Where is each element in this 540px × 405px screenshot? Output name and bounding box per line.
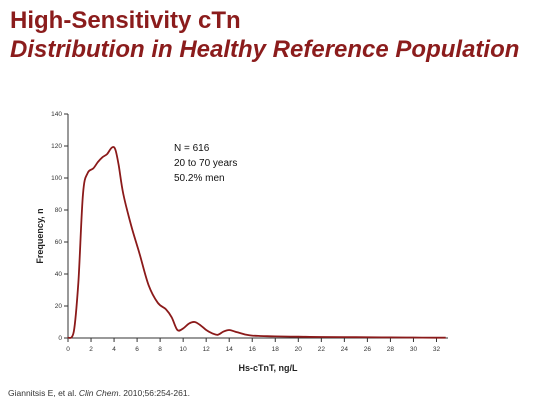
title-line-1: High-Sensitivity cTn <box>10 7 241 34</box>
annotation-text: N = 616 <box>174 143 210 154</box>
slide-title: High-Sensitivity cTn Distribution in Hea… <box>10 6 530 64</box>
y-tick-label: 120 <box>51 143 62 150</box>
citation: Giannitsis E, et al. Clin Chem. 2010;56:… <box>8 388 190 398</box>
x-tick-label: 20 <box>295 346 303 353</box>
citation-journal: Clin Chem <box>78 388 119 398</box>
x-tick-label: 24 <box>341 346 349 353</box>
x-axis-label: Hs-cTnT, ng/L <box>239 363 298 373</box>
x-tick-label: 4 <box>112 346 116 353</box>
x-tick-label: 30 <box>410 346 418 353</box>
citation-rest: . 2010;56:254-261. <box>118 388 190 398</box>
y-tick-label: 20 <box>55 303 63 310</box>
x-tick-label: 8 <box>158 346 162 353</box>
x-tick-label: 6 <box>135 346 139 353</box>
x-tick-label: 32 <box>433 346 441 353</box>
x-tick-label: 0 <box>66 346 70 353</box>
x-tick-label: 2 <box>89 346 93 353</box>
x-tick-label: 28 <box>387 346 395 353</box>
annotation-text: 20 to 70 years <box>174 158 237 169</box>
x-tick-label: 18 <box>272 346 280 353</box>
x-tick-label: 22 <box>318 346 326 353</box>
x-tick-label: 16 <box>249 346 257 353</box>
citation-authors: Giannitsis E, et al. <box>8 388 79 398</box>
y-tick-label: 40 <box>55 271 63 278</box>
title-line-2: Distribution in Healthy Reference Popula… <box>10 36 520 63</box>
y-tick-label: 80 <box>55 207 63 214</box>
series-line <box>67 146 446 339</box>
y-tick-label: 60 <box>55 239 63 246</box>
annotation-text: 50.2% men <box>174 173 225 184</box>
x-tick-label: 10 <box>180 346 188 353</box>
y-axis-label: Frequency, n <box>35 208 45 263</box>
y-tick-label: 0 <box>58 335 62 342</box>
x-tick-label: 12 <box>203 346 211 353</box>
x-tick-label: 14 <box>226 346 234 353</box>
x-tick-label: 26 <box>364 346 372 353</box>
y-tick-label: 140 <box>51 111 62 118</box>
y-tick-label: 100 <box>51 175 62 182</box>
